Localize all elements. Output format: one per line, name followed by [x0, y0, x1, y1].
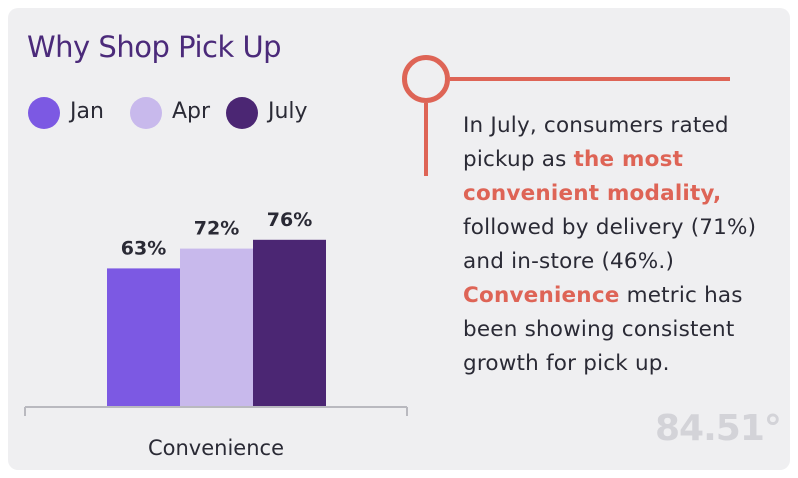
data-label-apr: 72%: [194, 218, 239, 240]
legend-label-jan: Jan: [70, 99, 104, 124]
description-highlight-1: the most convenient modality,: [463, 147, 722, 206]
data-label-jan: 63%: [121, 237, 166, 259]
bar-jan: [107, 268, 180, 407]
legend-swatch-apr: [130, 97, 162, 129]
brand-logo: 84.51°: [655, 408, 782, 449]
annotation-circle: [402, 55, 450, 103]
description-line-1: In July, consumers rated pickup as: [463, 113, 729, 172]
bar-apr: [180, 248, 253, 407]
chart-title: Why Shop Pick Up: [27, 30, 282, 64]
bar-july: [253, 239, 326, 407]
legend-label-apr: Apr: [172, 99, 211, 124]
description-highlight-2: Convenience: [463, 283, 620, 308]
annotation-horizontal-line: [450, 77, 730, 81]
description-line-3: metric has been showing consistent growt…: [463, 283, 743, 376]
description-text: In July, consumers rated pickup as the m…: [463, 109, 773, 381]
annotation-vertical-line: [424, 103, 428, 176]
description-line-2: followed by delivery (71%) and in-store …: [463, 215, 757, 274]
data-label-july: 76%: [267, 209, 312, 231]
legend-swatch-july: [226, 97, 258, 129]
x-axis-category-label: Convenience: [148, 436, 284, 460]
legend-label-july: July: [268, 99, 308, 124]
legend-swatch-jan: [28, 97, 60, 129]
